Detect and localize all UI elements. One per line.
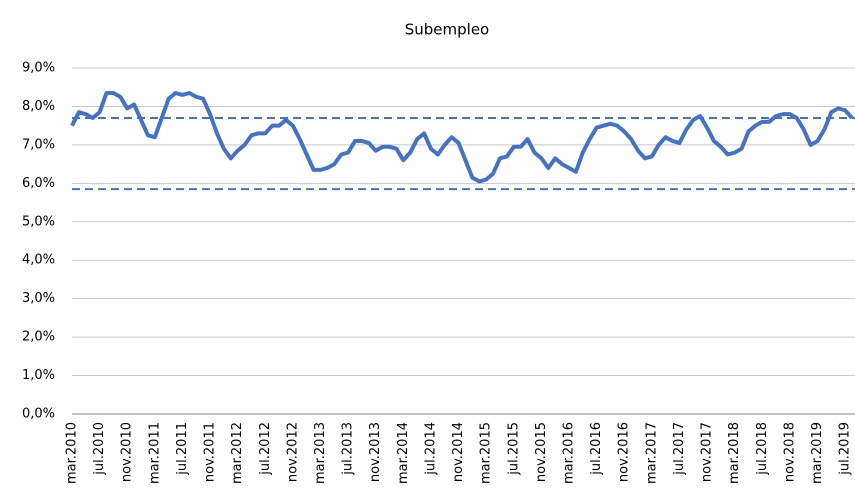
x-tick-label: jul.2012 [258,422,273,476]
y-tick-label: 8,0% [22,99,55,114]
x-tick-label: nov.2016 [617,422,632,482]
x-tick-label: mar.2015 [479,422,494,484]
x-tick-label: jul.2019 [838,422,853,476]
x-tick-label: jul.2010 [92,422,107,476]
x-tick-label: mar.2014 [396,422,411,484]
x-tick-label: mar.2012 [230,422,245,484]
y-tick-label: 2,0% [22,330,55,345]
y-tick-label: 9,0% [22,61,55,76]
x-tick-label: mar.2019 [810,422,825,484]
y-tick-label: 5,0% [22,214,55,229]
y-tick-label: 0,0% [22,407,55,422]
x-tick-label: mar.2018 [727,422,742,484]
x-tick-label: jul.2011 [175,422,190,476]
x-tick-label: nov.2015 [534,422,549,482]
x-tick-label: jul.2015 [506,422,521,476]
x-tick-label: mar.2013 [313,422,328,484]
x-tick-label: jul.2014 [423,422,438,476]
series-line [70,90,854,184]
x-tick-label: nov.2017 [700,422,715,482]
y-tick-label: 1,0% [22,368,55,383]
x-tick-label: nov.2012 [285,422,300,482]
y-tick-label: 4,0% [22,253,55,268]
x-tick-label: nov.2014 [451,422,466,482]
x-tick-label: jul.2017 [672,422,687,476]
x-tick-label: jul.2013 [341,422,356,476]
x-tick-label: mar.2011 [147,422,162,484]
y-tick-label: 6,0% [22,176,55,191]
x-tick-label: jul.2016 [589,422,604,476]
x-tick-label: mar.2017 [644,422,659,484]
x-tick-label: jul.2018 [755,422,770,476]
x-tick-label: nov.2013 [368,422,383,482]
x-tick-label: nov.2011 [203,422,218,482]
y-tick-label: 3,0% [22,291,55,306]
y-tick-label: 7,0% [22,137,55,152]
x-tick-label: nov.2010 [120,422,135,482]
chart-title: Subempleo [405,21,490,39]
x-tick-label: nov.2018 [782,422,797,482]
x-tick-label: mar.2016 [561,422,576,484]
x-tick-label: mar.2010 [65,422,80,484]
